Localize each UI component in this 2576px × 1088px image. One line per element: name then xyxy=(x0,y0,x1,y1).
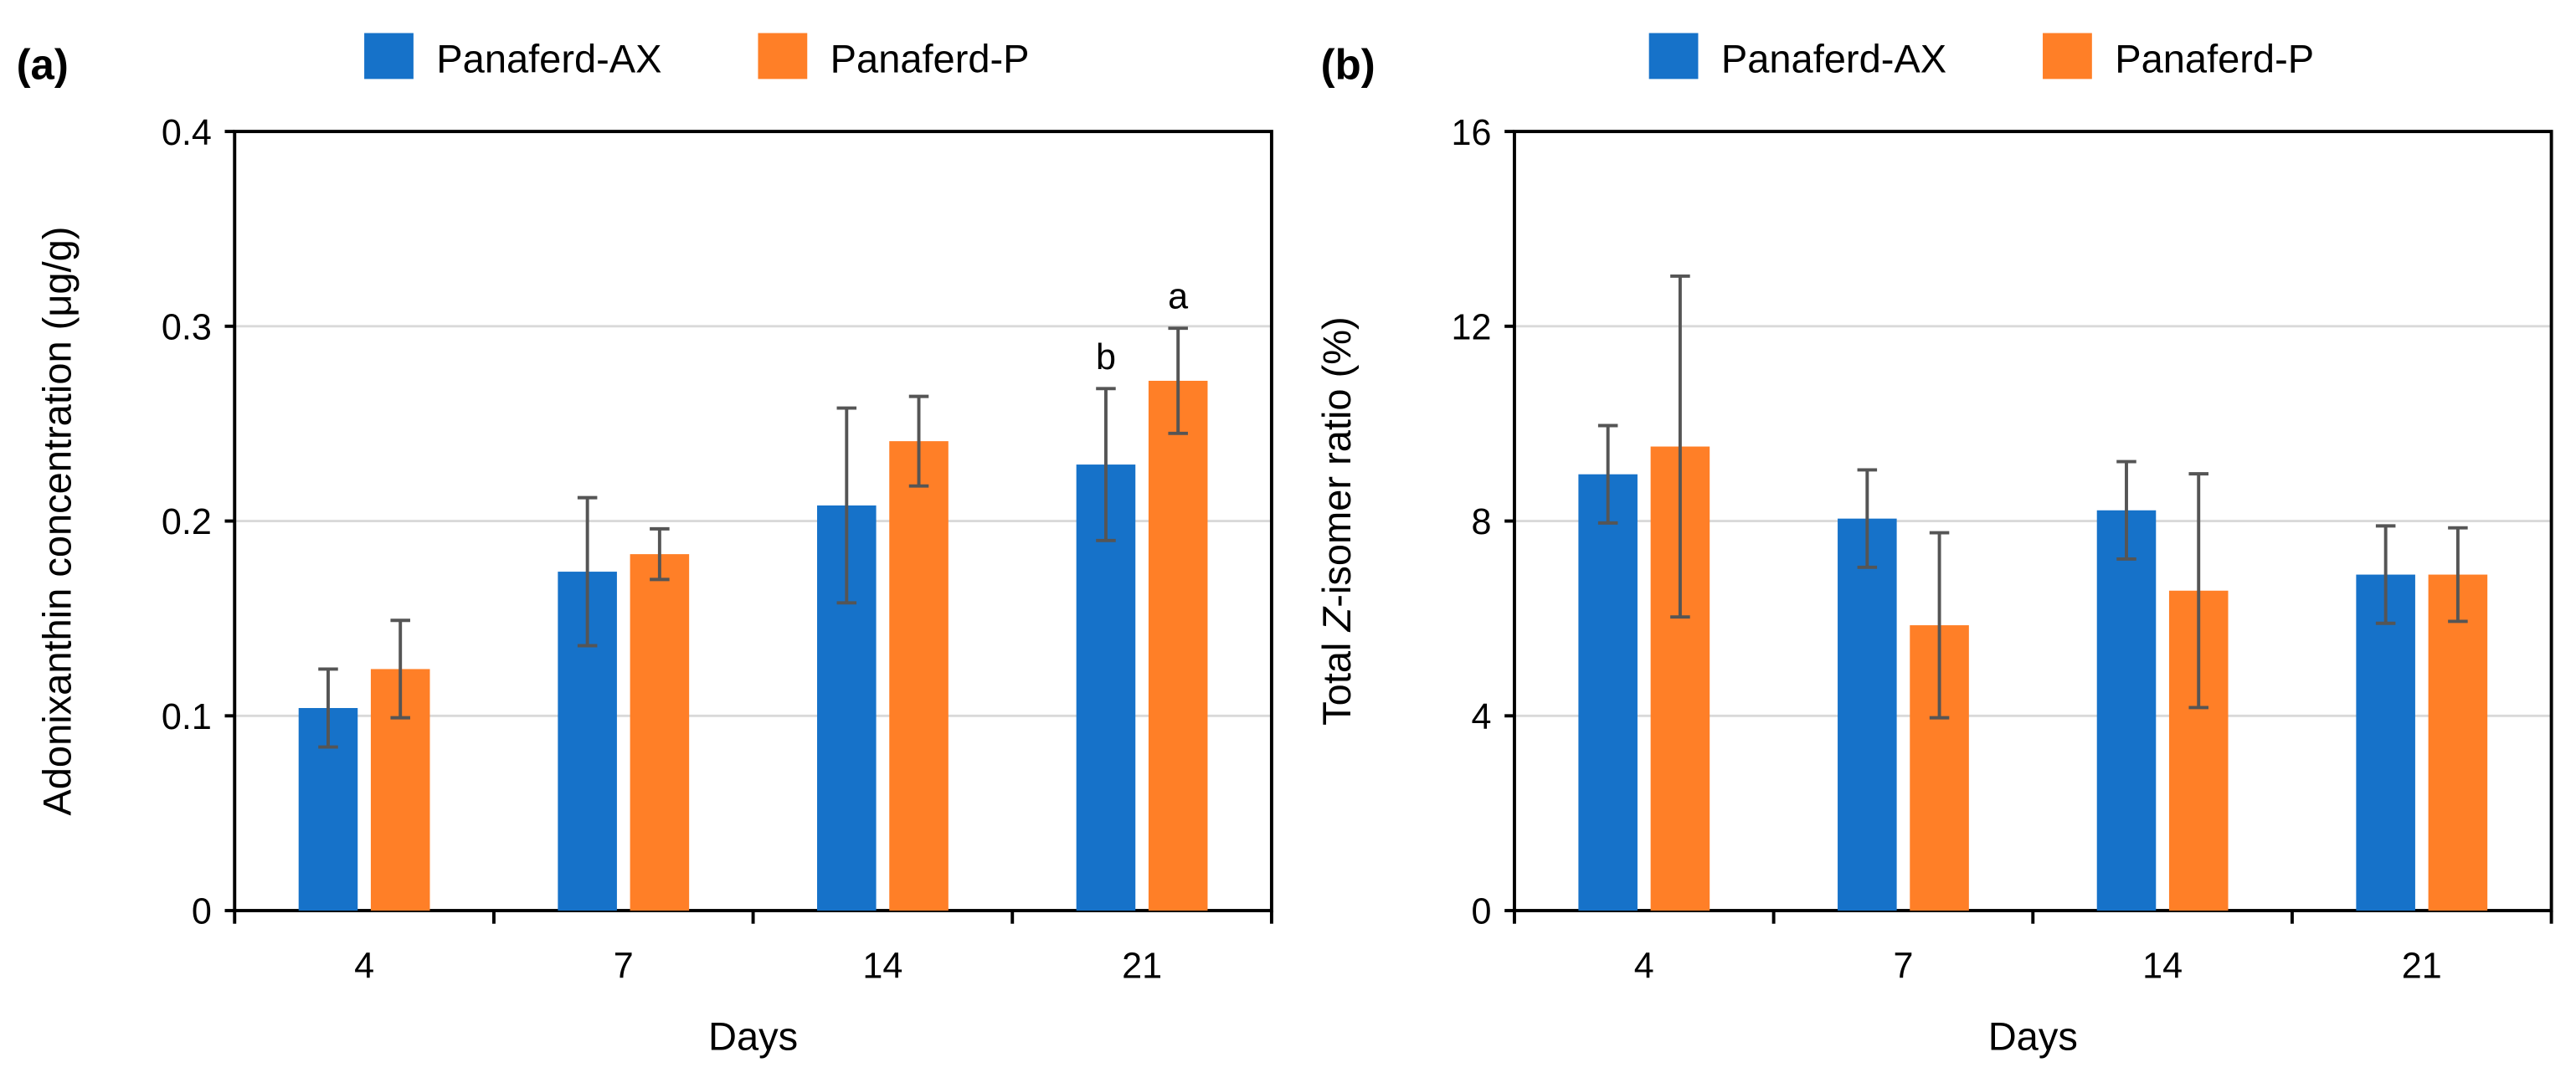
bar-panaferd-ax xyxy=(2096,510,2157,911)
error-bar xyxy=(2448,526,2468,624)
x-tick-label: 21 xyxy=(1122,946,1162,986)
y-tick-label: 16 xyxy=(1452,113,1492,153)
y-axis-label-prefix: Total xyxy=(1314,631,1359,725)
x-axis-label: Days xyxy=(1988,1014,2078,1059)
error-bar xyxy=(390,618,410,720)
legend-swatch xyxy=(2043,33,2092,80)
y-tick-label: 0.3 xyxy=(162,308,212,348)
error-bar xyxy=(1670,274,1690,619)
y-tick-label: 8 xyxy=(1472,502,1492,542)
error-bar xyxy=(577,495,598,648)
legend-label: Panaferd-P xyxy=(2115,37,2314,81)
y-axis-label: Adonixanthin concentration (μg/g) xyxy=(34,227,79,816)
error-bar xyxy=(1597,423,1618,525)
error-bar xyxy=(2116,459,2136,561)
significance-label: b xyxy=(1096,337,1116,377)
legend-label: Panaferd-AX xyxy=(1721,37,1946,81)
error-bar xyxy=(836,406,857,605)
chart-panel-0: (a) Panaferd-AX Panaferd-P 0 0.1 0.2 0.3 0.4 4 7 1… xyxy=(17,33,1273,1059)
error-bar xyxy=(1096,387,1116,542)
bar-panaferd-ax xyxy=(2356,574,2415,911)
y-tick-label: 0 xyxy=(192,892,212,932)
error-bar xyxy=(2375,524,2396,625)
y-tick-label: 0.1 xyxy=(162,697,212,737)
x-tick-label: 7 xyxy=(1893,946,1913,986)
y-axis-label-suffix: -isomer ratio (%) xyxy=(1314,316,1359,607)
x-tick-label: 7 xyxy=(614,946,634,986)
bar-panaferd-p xyxy=(630,554,690,911)
error-bar xyxy=(650,526,670,582)
x-tick-label: 4 xyxy=(354,946,374,986)
bar-panaferd-ax xyxy=(1838,518,1897,911)
x-axis-label: Days xyxy=(708,1014,798,1059)
x-tick-label: 14 xyxy=(2142,946,2183,986)
legend-label: Panaferd-AX xyxy=(436,37,661,81)
panel-label: (b) xyxy=(1321,40,1375,88)
error-bar xyxy=(1168,326,1188,435)
y-tick-label: 12 xyxy=(1452,308,1492,348)
error-bar xyxy=(908,394,929,488)
legend-swatch xyxy=(1648,33,1699,80)
error-bar xyxy=(1929,531,1950,720)
bar-panaferd-ax xyxy=(1578,474,1638,911)
y-tick-label: 0 xyxy=(1472,892,1492,932)
significance-label: a xyxy=(1168,277,1188,317)
y-tick-label: 4 xyxy=(1472,697,1492,737)
bar-panaferd-p xyxy=(889,441,949,911)
bar-panaferd-p xyxy=(1148,380,1208,911)
y-axis-label-italic: Z xyxy=(1314,605,1359,632)
x-tick-label: 21 xyxy=(2402,946,2442,986)
error-bar xyxy=(1857,468,1878,569)
y-tick-label: 0.2 xyxy=(162,502,212,542)
bar-panaferd-p xyxy=(2428,574,2488,911)
legend-label: Panaferd-P xyxy=(830,37,1030,81)
error-bar xyxy=(2188,472,2208,710)
x-tick-label: 4 xyxy=(1634,946,1654,986)
chart-panel-1: (b) Panaferd-AX Panaferd-P 0 4 8 12 16 4 7 14 21 Day… xyxy=(1314,33,2553,1059)
error-bar xyxy=(318,667,338,749)
legend-swatch xyxy=(364,33,414,80)
x-tick-label: 14 xyxy=(862,946,902,986)
legend-swatch xyxy=(758,33,808,80)
y-tick-label: 0.4 xyxy=(162,113,212,153)
panel-label: (a) xyxy=(17,40,69,88)
y-axis-label: Total Z-isomer ratio (%) xyxy=(1314,316,1359,726)
